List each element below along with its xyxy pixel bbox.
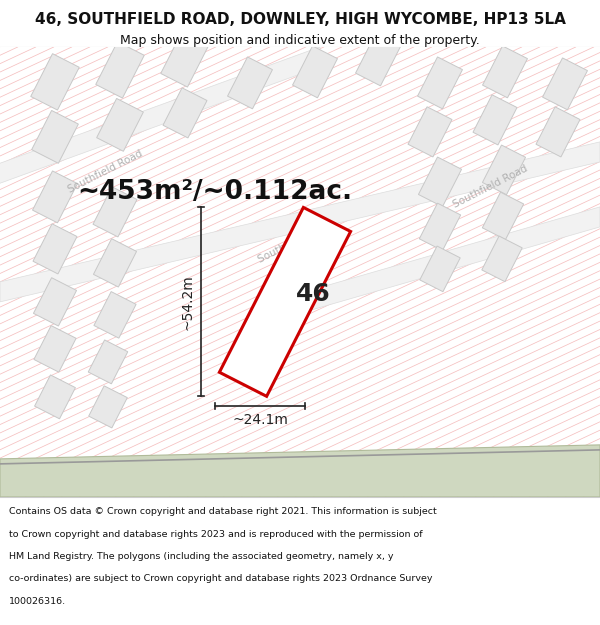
Polygon shape bbox=[31, 54, 79, 110]
Polygon shape bbox=[94, 292, 136, 338]
Text: to Crown copyright and database rights 2023 and is reproduced with the permissio: to Crown copyright and database rights 2… bbox=[9, 529, 422, 539]
Polygon shape bbox=[88, 340, 128, 384]
Polygon shape bbox=[163, 88, 207, 138]
Polygon shape bbox=[89, 386, 127, 428]
Polygon shape bbox=[35, 375, 76, 419]
Polygon shape bbox=[408, 107, 452, 157]
Polygon shape bbox=[418, 57, 463, 109]
Polygon shape bbox=[93, 187, 137, 237]
Polygon shape bbox=[536, 107, 580, 157]
Text: 46: 46 bbox=[296, 282, 331, 306]
Polygon shape bbox=[32, 111, 79, 163]
Text: Southfield Road: Southfield Road bbox=[256, 219, 334, 265]
Polygon shape bbox=[220, 208, 350, 396]
Text: ~24.1m: ~24.1m bbox=[232, 413, 289, 428]
Polygon shape bbox=[418, 157, 461, 207]
Polygon shape bbox=[473, 95, 517, 145]
Polygon shape bbox=[0, 47, 320, 187]
Text: Southfield Road: Southfield Road bbox=[66, 149, 144, 195]
Polygon shape bbox=[0, 142, 600, 302]
Polygon shape bbox=[356, 34, 400, 86]
Polygon shape bbox=[32, 171, 77, 223]
Polygon shape bbox=[482, 145, 526, 195]
Polygon shape bbox=[419, 203, 461, 251]
Text: Map shows position and indicative extent of the property.: Map shows position and indicative extent… bbox=[120, 34, 480, 47]
Text: ~54.2m: ~54.2m bbox=[181, 274, 194, 330]
Polygon shape bbox=[227, 57, 272, 109]
Polygon shape bbox=[34, 278, 77, 326]
Text: Southfield Road: Southfield Road bbox=[451, 164, 529, 210]
Polygon shape bbox=[0, 445, 600, 497]
Polygon shape bbox=[94, 239, 137, 287]
Polygon shape bbox=[542, 58, 587, 110]
Text: ~453m²/~0.112ac.: ~453m²/~0.112ac. bbox=[77, 179, 353, 205]
Text: 46, SOUTHFIELD ROAD, DOWNLEY, HIGH WYCOMBE, HP13 5LA: 46, SOUTHFIELD ROAD, DOWNLEY, HIGH WYCOM… bbox=[35, 12, 565, 27]
Text: co-ordinates) are subject to Crown copyright and database rights 2023 Ordnance S: co-ordinates) are subject to Crown copyr… bbox=[9, 574, 433, 583]
Polygon shape bbox=[34, 326, 76, 372]
Text: HM Land Registry. The polygons (including the associated geometry, namely x, y: HM Land Registry. The polygons (includin… bbox=[9, 552, 394, 561]
Text: Contains OS data © Crown copyright and database right 2021. This information is : Contains OS data © Crown copyright and d… bbox=[9, 507, 437, 516]
Polygon shape bbox=[97, 99, 143, 151]
Polygon shape bbox=[96, 42, 144, 98]
Polygon shape bbox=[482, 192, 524, 239]
Polygon shape bbox=[482, 46, 527, 98]
Polygon shape bbox=[33, 224, 77, 274]
Polygon shape bbox=[482, 236, 522, 282]
Polygon shape bbox=[270, 207, 600, 322]
Polygon shape bbox=[293, 46, 337, 98]
Polygon shape bbox=[161, 31, 209, 87]
Text: 100026316.: 100026316. bbox=[9, 597, 66, 606]
Polygon shape bbox=[420, 246, 460, 292]
